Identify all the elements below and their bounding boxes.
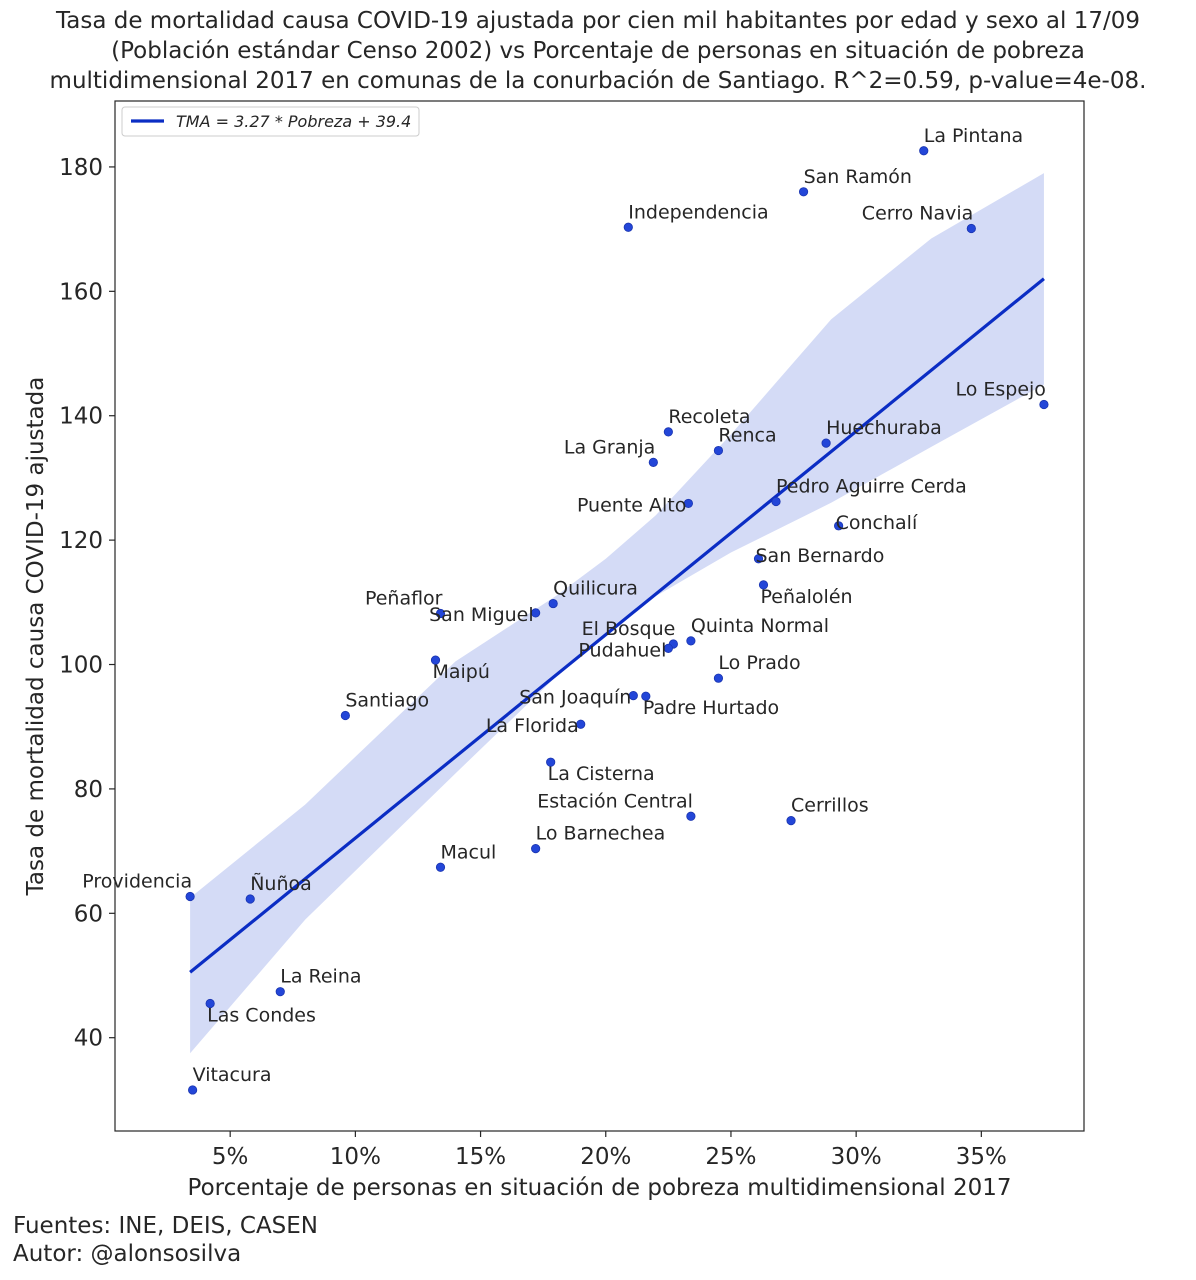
data-point [786,816,796,826]
legend-label: TMA = 3.27 * Pobreza + 39.4 [176,112,411,131]
point-label: Maipú [432,661,489,683]
point-label: Padre Hurtado [643,697,779,719]
x-tick-label: 20% [580,1144,631,1170]
data-point [245,894,255,904]
point-label: Recoleta [668,406,750,428]
data-point [758,580,769,590]
point-label: Cerro Navia [862,203,974,225]
x-tick-label: 15% [455,1144,506,1170]
scatter-chart: La Pintana San Ramón Independencia Cerro Na… [23,100,1085,1201]
x-tick-label: 5% [212,1144,249,1170]
footer-sources: Fuentes: INE, DEIS, CASEN [13,1213,319,1239]
data-point [834,521,844,531]
point-label: La Florida [486,715,579,737]
y-tick-label: 180 [59,155,103,181]
y-axis-label: Tasa de mortalidad causa COVID-19 ajusta… [23,377,49,897]
data-point [798,187,809,197]
point-label: Ñuñoa [250,872,312,895]
point-label: San Bernardo [755,545,884,567]
data-point [641,691,651,701]
data-point [1039,399,1049,410]
data-point [275,987,285,997]
y-tick-label: 160 [59,279,103,305]
point-label: Pudahuel [578,639,666,661]
data-point [531,608,541,618]
point-label: Santiago [345,690,429,712]
point-label: San Ramón [804,166,912,188]
point-label: San Joaquín [519,687,631,709]
point-label: Estación Central [537,790,693,812]
x-tick-label: 25% [705,1144,756,1170]
data-point [546,757,556,767]
point-label: Lo Barnechea [536,823,666,845]
confidence-band [190,173,1044,1054]
point-label: San Miguel [429,604,534,626]
x-tick-label: 30% [831,1144,882,1170]
y-tick-label: 100 [59,653,103,679]
point-label: Providencia [82,871,192,893]
data-point [205,998,215,1009]
data-point [340,710,350,721]
point-label: Peñalolén [761,586,853,608]
data-point [430,655,441,665]
x-axis-label: Porcentaje de personas en situación de p… [188,1175,1012,1201]
data-point [188,1085,198,1095]
point-label: El Bosque [582,618,676,640]
data-point [821,438,831,448]
footer-author: Autor: @alonsosilva [13,1241,242,1267]
regression-line [189,277,1045,974]
plot-frame [114,100,1085,1132]
data-point [683,498,693,509]
data-point [686,811,696,821]
point-label: La Cisterna [548,763,655,785]
chart-title-line-2: (Población estándar Censo 2002) vs Porce… [111,38,1085,64]
data-point [753,554,764,564]
point-label: La Reina [280,966,361,988]
data-point [185,891,195,902]
point-label: Vitacura [193,1064,272,1086]
point-label: Conchalí [836,512,918,534]
data-point [628,691,638,701]
point-label: Quilicura [553,578,638,600]
data-point [435,862,446,872]
point-label: Cerrillos [791,795,869,817]
point-label: Macul [441,841,497,863]
point-label: Renca [718,425,776,447]
data-point [648,457,658,467]
data-point [713,445,724,456]
point-label: Huechuraba [826,417,942,439]
point-label: Independencia [628,201,768,223]
point-label: Puente Alto [577,494,686,516]
point-label: Lo Espejo [955,379,1045,401]
y-tick-label: 120 [59,528,103,554]
y-tick-label: 60 [74,901,103,927]
y-tick-label: 40 [74,1026,103,1052]
data-point [713,673,724,683]
point-label: Lo Prado [718,652,800,674]
data-point [663,643,673,653]
chart-title-line-1: Tasa de mortalidad causa COVID-19 ajusta… [56,8,1140,34]
data-point [686,636,696,646]
point-label: Quinta Normal [691,615,829,637]
data-point [548,598,558,609]
point-label: Las Condes [207,1004,316,1026]
point-label: Peñaflor [365,588,443,610]
point-label: La Pintana [924,125,1023,147]
chart-title-line-3: multidimensional 2017 en comunas de la c… [49,68,1147,94]
x-tick-label: 10% [330,1144,381,1170]
point-label: Pedro Aguirre Cerda [776,476,967,498]
data-point [771,496,781,507]
y-tick-label: 140 [59,404,103,430]
data-point [623,222,633,232]
data-point [966,223,976,234]
data-point [919,146,929,156]
point-label: La Granja [564,436,655,458]
data-point [576,719,586,729]
legend-box [121,106,420,137]
y-tick-label: 80 [74,777,103,803]
data-point [435,608,446,619]
x-tick-label: 35% [956,1144,1007,1170]
data-point [531,844,541,854]
data-point [663,427,673,437]
